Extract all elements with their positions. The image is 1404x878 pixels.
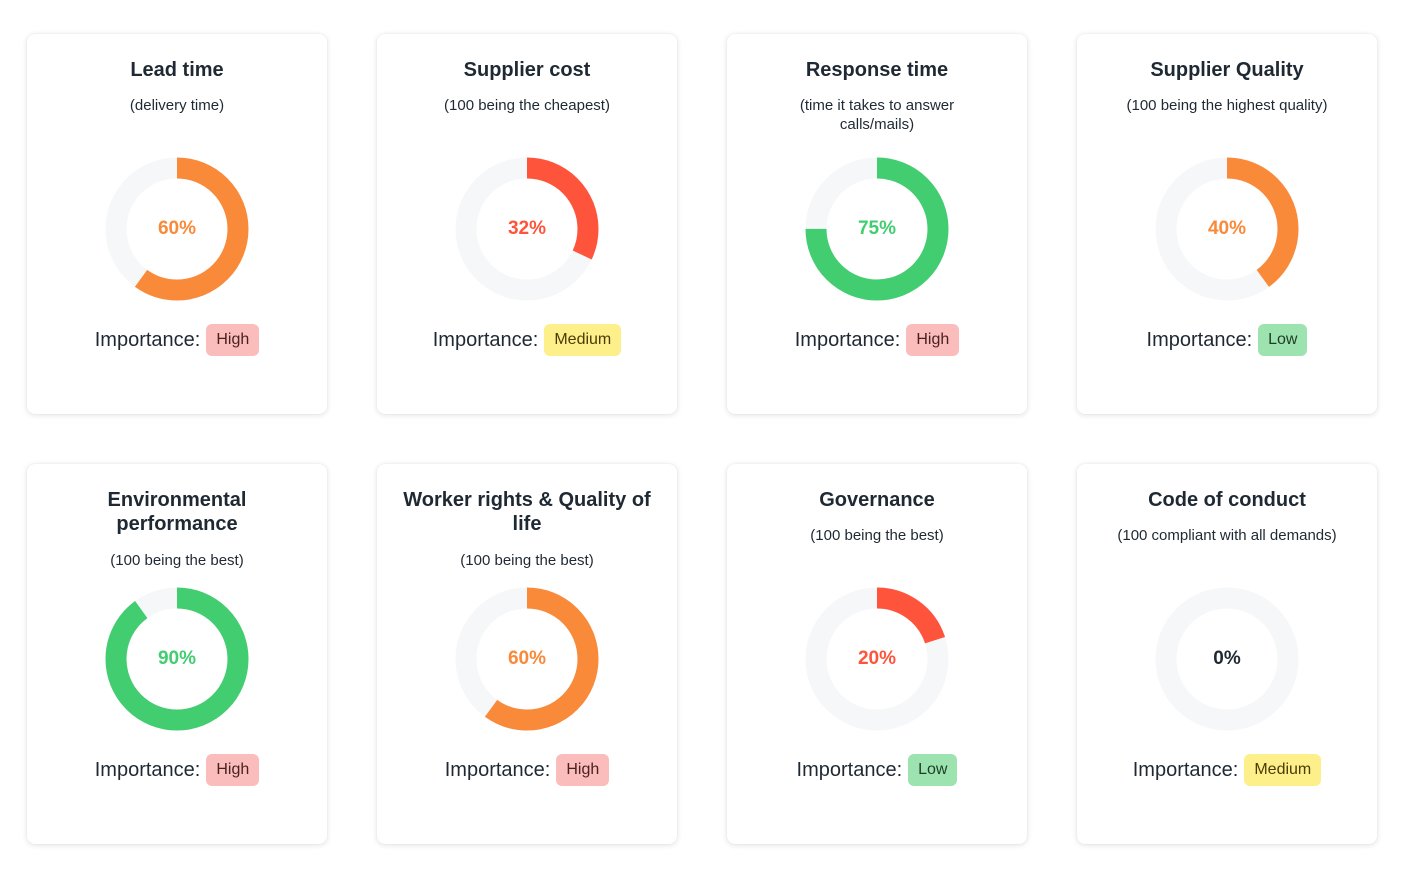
card-subtitle: (100 being the cheapest) — [444, 97, 610, 114]
donut-value: 90% — [157, 648, 197, 669]
importance-badge: High — [906, 324, 960, 356]
kpi-card-5: Environmental performance (100 being the… — [27, 464, 327, 844]
donut-svg — [805, 587, 949, 731]
card-title: Supplier Quality — [1150, 59, 1304, 81]
importance-badge: Low — [908, 754, 958, 786]
card-title: Response time — [805, 59, 949, 81]
kpi-card-4: Supplier Quality (100 being the highest … — [1077, 34, 1377, 414]
donut-svg — [1155, 157, 1299, 301]
donut-chart: 20% — [805, 587, 949, 731]
donut-track — [1155, 587, 1299, 731]
donut-chart: 90% — [105, 587, 249, 731]
importance-row: Importance: High — [27, 323, 327, 357]
importance-label: Importance: — [94, 328, 201, 351]
importance-badge: Medium — [544, 324, 622, 356]
card-title: Code of conduct — [1148, 489, 1306, 511]
importance-badge: High — [556, 754, 610, 786]
donut-chart: 75% — [805, 157, 949, 301]
donut-value: 40% — [1207, 218, 1247, 239]
importance-label: Importance: — [794, 328, 901, 351]
donut-svg — [105, 157, 249, 301]
importance-row: Importance: High — [27, 753, 327, 787]
donut-svg — [105, 587, 249, 731]
donut-svg — [805, 157, 949, 301]
donut-value: 75% — [857, 218, 897, 239]
donut-arc — [105, 587, 249, 731]
donut-arc — [1155, 157, 1299, 301]
importance-label: Importance: — [1132, 758, 1239, 781]
kpi-card-3: Response time (time it takes to answer c… — [727, 34, 1027, 414]
donut-arc — [105, 157, 249, 301]
card-subtitle: (delivery time) — [129, 97, 225, 114]
importance-row: Importance: High — [727, 323, 1027, 357]
kpi-card-8: Code of conduct (100 compliant with all … — [1077, 464, 1377, 844]
kpi-card-6: Worker rights & Quality of life (100 bei… — [377, 464, 677, 844]
card-title: Environmental performance — [107, 489, 247, 535]
card-subtitle: (time it takes to answer calls/mails) — [799, 97, 955, 133]
importance-row: Importance: Low — [1077, 323, 1377, 357]
donut-arc — [455, 587, 599, 731]
importance-badge: High — [206, 324, 260, 356]
card-subtitle: (100 being the best) — [460, 552, 594, 569]
donut-chart: 0% — [1155, 587, 1299, 731]
card-title: Lead time — [130, 59, 224, 81]
donut-value: 20% — [857, 648, 897, 669]
importance-label: Importance: — [1146, 328, 1253, 351]
donut-value: 60% — [507, 648, 547, 669]
donut-arc — [805, 157, 949, 301]
donut-svg — [1155, 587, 1299, 731]
donut-arc — [455, 157, 599, 301]
donut-arc — [805, 587, 949, 731]
donut-value: 60% — [157, 218, 197, 239]
donut-svg — [455, 587, 599, 731]
card-subtitle: (100 being the best) — [810, 527, 944, 544]
donut-chart: 60% — [455, 587, 599, 731]
kpi-card-7: Governance (100 being the best) 20% Impo… — [727, 464, 1027, 844]
card-title: Supplier cost — [463, 59, 591, 81]
card-subtitle: (100 compliant with all demands) — [1117, 527, 1337, 544]
kpi-card-1: Lead time (delivery time) 60% Importance… — [27, 34, 327, 414]
importance-label: Importance: — [444, 758, 551, 781]
card-title: Governance — [819, 489, 935, 511]
donut-svg — [455, 157, 599, 301]
card-subtitle: (100 being the best) — [110, 552, 244, 569]
importance-badge: High — [206, 754, 260, 786]
donut-chart: 60% — [105, 157, 249, 301]
importance-row: Importance: Low — [727, 753, 1027, 787]
card-title: Worker rights & Quality of life — [403, 489, 651, 535]
importance-row: Importance: Medium — [377, 323, 677, 357]
importance-row: Importance: High — [377, 753, 677, 787]
kpi-card-2: Supplier cost (100 being the cheapest) 3… — [377, 34, 677, 414]
importance-badge: Low — [1258, 324, 1308, 356]
card-subtitle: (100 being the highest quality) — [1126, 97, 1328, 114]
importance-label: Importance: — [796, 758, 903, 781]
donut-chart: 32% — [455, 157, 599, 301]
importance-row: Importance: Medium — [1077, 753, 1377, 787]
donut-chart: 40% — [1155, 157, 1299, 301]
donut-value: 32% — [507, 218, 547, 239]
importance-label: Importance: — [94, 758, 201, 781]
importance-label: Importance: — [432, 328, 539, 351]
donut-value: 0% — [1213, 648, 1241, 669]
importance-badge: Medium — [1244, 754, 1322, 786]
